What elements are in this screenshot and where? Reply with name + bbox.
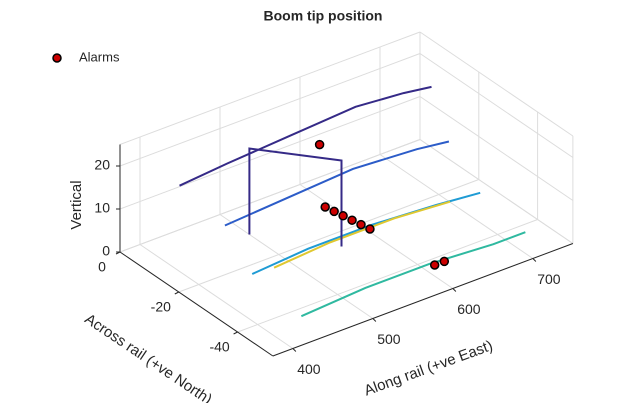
z-tick-label: 10 [94,200,110,216]
grid-line [379,154,534,259]
box-edge [119,31,421,145]
x-tick-label: 500 [377,331,401,347]
chart-title: Boom tip position [264,8,383,24]
x-tick-label: 700 [537,271,561,287]
box-edge [119,139,421,253]
grid-line [119,96,421,210]
grid-line [419,53,574,158]
grid-line [219,214,374,319]
alarm-point [356,219,366,230]
box-edge [419,139,574,244]
x-tick [452,288,457,292]
alarm-point [338,211,348,221]
x-tick-label: 400 [297,361,321,377]
y-tick-label: -40 [209,339,229,355]
alarm-point [314,139,325,150]
grid-line [139,244,294,349]
alarm-point [429,260,440,270]
grid-line [419,96,574,201]
x-axis [272,243,574,357]
z-axis-label: Vertical [68,180,85,229]
z-tick-label: 20 [94,157,110,173]
alarm-point [439,256,450,267]
box-edge [419,31,574,137]
x-tick [292,348,297,352]
y-tick-label: 0 [98,259,106,275]
grid-line [237,219,538,333]
alarm-point [329,206,339,217]
z-tick-label: 0 [102,243,110,259]
y-tick-label: -20 [151,299,171,315]
alarm-point [320,202,330,212]
y-tick [174,291,180,295]
y-axis [119,251,274,357]
x-tick-label: 600 [457,301,481,317]
trace [248,147,343,247]
legend-label: Alarms [79,49,120,64]
x-tick [532,258,537,262]
y-axis-label: Across rail (+ve North) [82,311,216,403]
y-tick [233,331,238,335]
trace [224,140,450,227]
legend-marker [52,53,62,63]
trace [300,231,526,318]
alarm-point [347,215,357,225]
grid-line [178,179,479,293]
x-tick [372,318,377,322]
grid-line [119,53,421,167]
trace [251,191,481,275]
trace [179,85,432,187]
trace [273,200,451,269]
alarm-point [365,224,375,234]
grid-line [299,184,454,289]
